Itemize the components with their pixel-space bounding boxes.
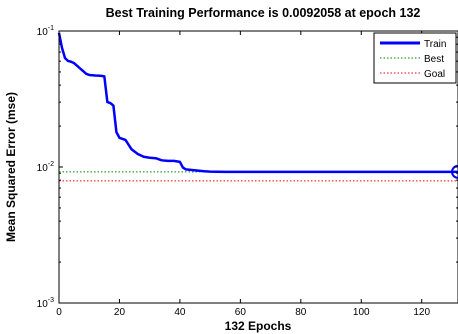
- best-epoch-marker: [451, 164, 458, 179]
- legend: Train Best Goal: [373, 32, 457, 84]
- x-tick-label: 80: [295, 307, 307, 318]
- legend-label-best: Best: [424, 54, 444, 65]
- chart-title: Best Training Performance is 0.0092058 a…: [106, 6, 421, 20]
- x-tick-label: 20: [114, 307, 126, 318]
- x-tick-label: 40: [174, 307, 186, 318]
- y-tick-label: 10-2: [37, 161, 54, 174]
- x-tick-label: 120: [413, 307, 430, 318]
- y-axis-label: Mean Squared Error (mse): [4, 92, 18, 242]
- plot-frame: [58, 30, 458, 304]
- y-tick-label: 10-1: [37, 25, 54, 38]
- series-train-line: [57, 32, 458, 174]
- y-tick-label: 10-3: [37, 297, 54, 310]
- legend-label-train: Train: [424, 39, 446, 50]
- x-tick-label: 100: [353, 307, 370, 318]
- x-tick-label: 0: [56, 307, 62, 318]
- series-layer: [57, 32, 458, 182]
- x-tick-label: 60: [235, 307, 247, 318]
- legend-label-goal: Goal: [424, 69, 445, 80]
- x-axis-label: 132 Epochs: [225, 319, 292, 333]
